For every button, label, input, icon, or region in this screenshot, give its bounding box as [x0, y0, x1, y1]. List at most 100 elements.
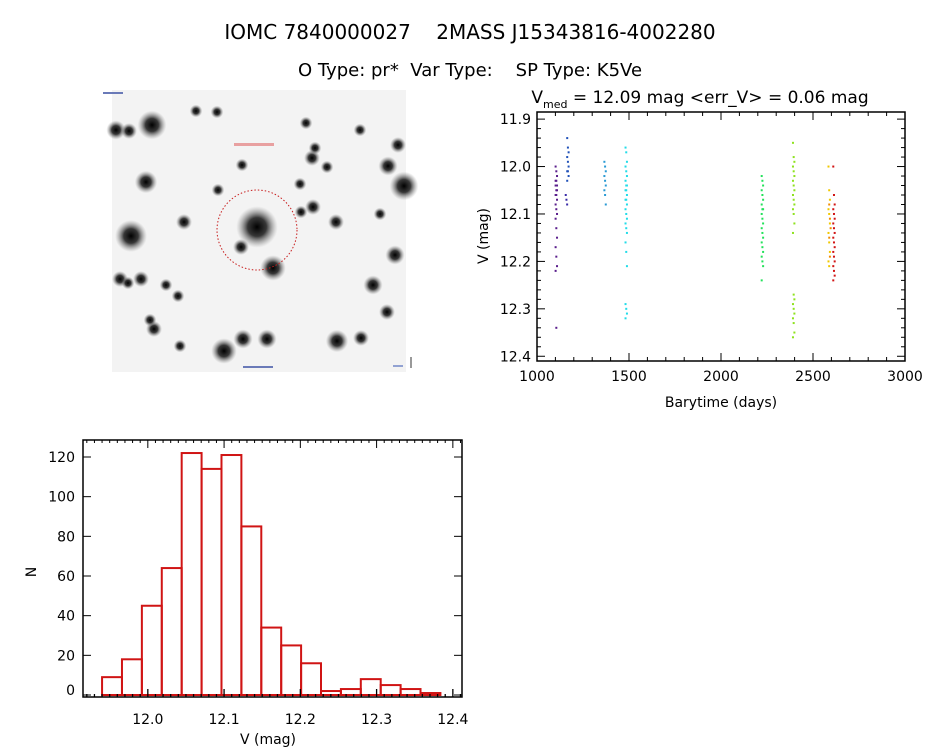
data-point [791, 179, 794, 182]
data-point [793, 175, 796, 178]
data-point [555, 227, 558, 230]
star [390, 137, 406, 153]
data-point [625, 307, 628, 310]
histogram-bar [240, 525, 263, 697]
data-point [625, 175, 628, 178]
data-point [793, 222, 796, 225]
data-point [828, 217, 831, 220]
data-point [762, 184, 765, 187]
data-point [828, 265, 831, 268]
light-curve-plot: 1000 1500 2000 2500 3000 11.9 12.0 12.1 12.2 12.3… [500, 111, 923, 385]
data-point [833, 203, 836, 206]
data-point [603, 189, 606, 192]
data-point [832, 241, 835, 244]
data-point [832, 222, 835, 225]
data-point [791, 165, 794, 168]
data-point [827, 165, 830, 168]
data-point [832, 227, 835, 230]
data-point [828, 198, 831, 201]
data-point [625, 203, 628, 206]
histogram-bar [140, 604, 163, 696]
data-point [792, 170, 795, 173]
histogram-plot: 12.0 12.1 12.2 12.3 12.4 0 20 40 60 80 100 120 [48, 439, 469, 728]
star [353, 123, 367, 137]
data-point [792, 212, 795, 215]
star [159, 278, 173, 292]
data-point [625, 170, 628, 173]
star [121, 123, 137, 139]
data-point [604, 179, 607, 182]
data-point [761, 217, 764, 220]
data-point [793, 298, 796, 301]
x-tick-label: 12.4 [437, 712, 468, 728]
data-point [554, 217, 557, 220]
data-point [625, 217, 628, 220]
star [293, 177, 307, 191]
data-point [760, 175, 763, 178]
data-point [761, 194, 764, 196]
histogram-bar [200, 467, 223, 696]
data-point [833, 274, 836, 277]
data-point [555, 255, 558, 258]
star [325, 329, 349, 353]
x-tick-label: 12.1 [208, 712, 239, 728]
histogram-bar [160, 567, 183, 696]
data-point [603, 160, 606, 163]
star-field-image [103, 90, 419, 372]
star [134, 170, 158, 194]
data-point [625, 194, 628, 196]
data-point [762, 222, 765, 225]
data-point [827, 208, 830, 211]
data-point [832, 194, 835, 196]
data-point [567, 151, 570, 154]
data-point [761, 260, 764, 263]
data-point [556, 265, 559, 268]
data-point [792, 184, 795, 187]
image-corner-label [103, 92, 123, 94]
x-tick-label: 2500 [795, 369, 831, 385]
star [210, 105, 224, 119]
hist-ylabel: N [24, 567, 40, 577]
data-point [625, 227, 628, 230]
star [137, 110, 167, 140]
data-point [793, 331, 796, 334]
y-tick-label: 11.9 [500, 112, 531, 128]
data-point [604, 194, 607, 196]
data-point [566, 137, 569, 140]
data-point [554, 184, 557, 187]
data-point [566, 170, 569, 173]
plot-frame [82, 439, 463, 698]
data-point [791, 303, 794, 306]
subtitle: O Type: pr* Var Type: SP Type: K5Ve [298, 60, 642, 81]
star [328, 214, 344, 230]
y-tick-label: 20 [57, 648, 75, 664]
data-point [832, 236, 835, 239]
data-point [624, 241, 627, 244]
star [385, 245, 405, 265]
data-point [625, 184, 628, 187]
data-point [555, 326, 558, 329]
data-point [827, 260, 830, 263]
y-tick-label: 100 [48, 490, 75, 506]
data-point [792, 293, 795, 296]
star [233, 329, 253, 349]
data-point [567, 165, 570, 168]
data-point [832, 269, 835, 272]
data-point [604, 170, 607, 173]
star [211, 338, 237, 364]
histogram-bar [101, 676, 123, 697]
star [260, 255, 286, 281]
plot-frame [536, 111, 906, 362]
lc-ylabel: V (mag) [476, 208, 492, 264]
star [320, 160, 334, 174]
data-point [792, 307, 795, 310]
hist-xlabel: V (mag) [240, 732, 296, 747]
data-point [760, 241, 763, 244]
data-point [555, 170, 558, 173]
data-point [625, 212, 628, 215]
x-tick-label: 12.0 [132, 712, 163, 728]
x-tick-label: 1000 [519, 369, 555, 385]
data-point [555, 179, 558, 182]
data-point [565, 198, 568, 201]
